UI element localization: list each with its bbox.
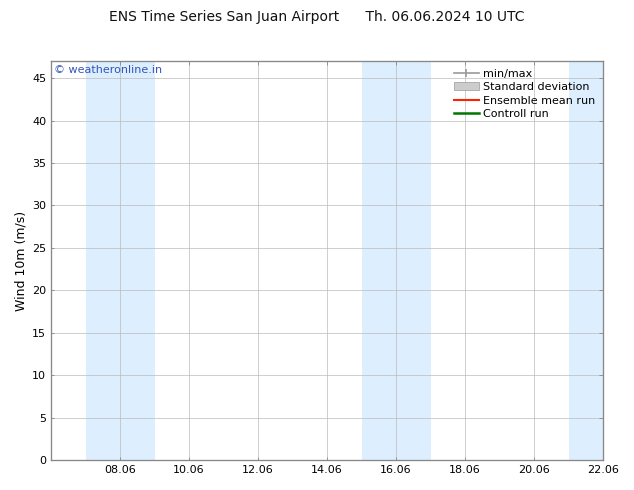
Bar	[86, 61, 155, 460]
Text: ENS Time Series San Juan Airport      Th. 06.06.2024 10 UTC: ENS Time Series San Juan Airport Th. 06.…	[109, 10, 525, 24]
Bar	[569, 61, 603, 460]
Legend: min/max, Standard deviation, Ensemble mean run, Controll run: min/max, Standard deviation, Ensemble me…	[452, 67, 597, 121]
Y-axis label: Wind 10m (m/s): Wind 10m (m/s)	[15, 211, 28, 311]
Bar	[361, 61, 430, 460]
Text: © weatheronline.in: © weatheronline.in	[54, 65, 162, 75]
